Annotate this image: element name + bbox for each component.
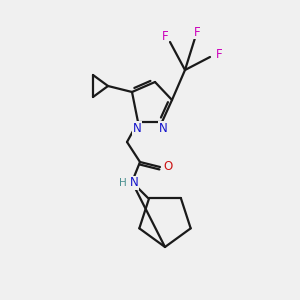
Text: F: F — [162, 31, 168, 44]
Text: N: N — [133, 122, 141, 134]
Text: N: N — [159, 122, 167, 134]
Text: H: H — [119, 178, 127, 188]
Text: F: F — [194, 26, 200, 38]
Text: F: F — [216, 49, 222, 62]
Text: O: O — [164, 160, 172, 172]
Text: N: N — [130, 176, 138, 190]
